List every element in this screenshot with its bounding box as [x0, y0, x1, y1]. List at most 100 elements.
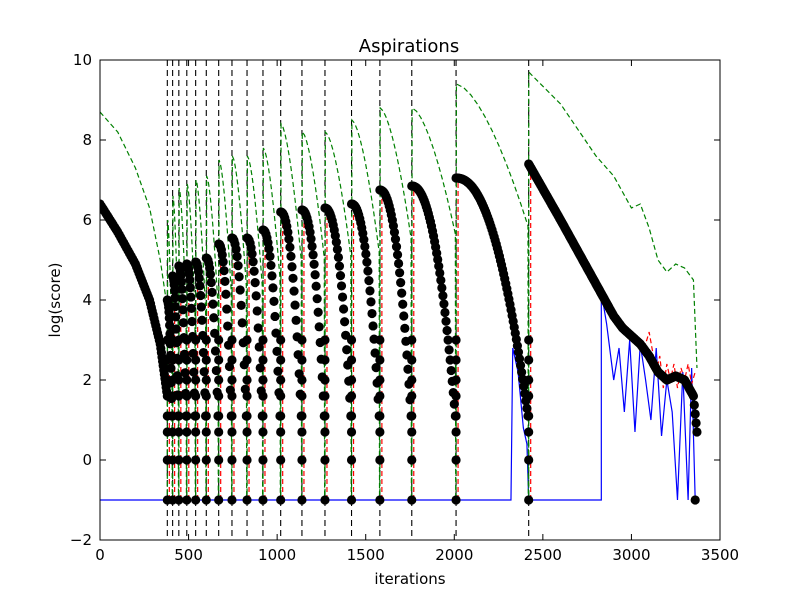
- score-point-346: [312, 294, 322, 304]
- score-point-223: [227, 427, 237, 437]
- score-point-268: [258, 495, 268, 505]
- score-point-157: [191, 375, 201, 385]
- series-aspiration-line: [100, 70, 698, 501]
- score-point-355: [320, 455, 330, 465]
- score-point-238: [236, 300, 246, 310]
- score-point-428: [375, 391, 385, 401]
- score-point-244: [242, 495, 252, 505]
- x-axis-label: iterations: [374, 570, 445, 588]
- score-point-251: [242, 335, 252, 345]
- score-point-144: [186, 292, 196, 302]
- score-point-135: [182, 355, 192, 365]
- score-point-414: [365, 286, 375, 296]
- score-point-215: [222, 304, 232, 314]
- score-point-287: [269, 296, 279, 306]
- score-point-374: [332, 244, 342, 254]
- score-point-249: [242, 375, 252, 385]
- x-tick-label: 500: [174, 546, 203, 564]
- score-point-449: [392, 250, 403, 260]
- score-point-465: [407, 427, 417, 437]
- score-point-211: [218, 257, 228, 267]
- score-point-518: [451, 391, 461, 401]
- y-tick-label: 0: [82, 451, 92, 469]
- score-point-788: [691, 418, 701, 428]
- score-point-361: [320, 335, 330, 345]
- score-point-143: [185, 282, 195, 293]
- score-point-98: [170, 301, 180, 312]
- score-point-394: [346, 355, 357, 365]
- score-point-356: [320, 427, 330, 437]
- score-point-191: [208, 299, 218, 309]
- score-point-450: [393, 258, 404, 269]
- score-point-451: [395, 268, 405, 278]
- score-point-178: [201, 411, 211, 421]
- score-point-342: [308, 250, 318, 260]
- score-point-593: [524, 427, 534, 437]
- score-point-145: [186, 303, 197, 313]
- score-point-222: [227, 455, 237, 465]
- y-axis-label: log(score): [46, 263, 64, 338]
- score-point-326: [297, 411, 307, 421]
- score-point-263: [253, 323, 263, 333]
- x-tick-label: 0: [95, 546, 105, 564]
- score-point-315: [289, 286, 299, 296]
- score-point-299: [276, 375, 286, 385]
- score-point-225: [227, 391, 237, 401]
- x-tick-label: 2500: [524, 546, 562, 564]
- score-point-96: [169, 285, 180, 296]
- score-point-594: [524, 411, 534, 421]
- score-point-520: [451, 355, 461, 365]
- score-point-235: [233, 260, 243, 271]
- score-point-515: [451, 455, 461, 465]
- score-point-134: [182, 375, 192, 385]
- score-point-329: [297, 355, 307, 365]
- score-point-787: [690, 409, 700, 419]
- score-point-420: [371, 363, 381, 373]
- score-point-584: [517, 367, 527, 377]
- score-point-294: [276, 495, 286, 505]
- score-point-376: [334, 261, 345, 271]
- score-point-172: [199, 367, 209, 377]
- score-point-470: [407, 335, 417, 345]
- score-point-246: [242, 427, 252, 437]
- score-point-375: [333, 252, 344, 262]
- score-point-79: [166, 363, 176, 373]
- score-point-521: [451, 335, 461, 345]
- score-point-165: [194, 273, 204, 283]
- score-point-129: [182, 495, 192, 505]
- score-point-393: [346, 375, 357, 385]
- score-point-509: [446, 365, 456, 376]
- score-point-589: [522, 403, 532, 413]
- score-point-430: [375, 355, 385, 365]
- score-point-245: [242, 455, 252, 465]
- score-point-195: [211, 365, 221, 376]
- score-point-323: [297, 495, 307, 505]
- x-tick-label: 3000: [612, 546, 650, 564]
- score-point-448: [391, 242, 402, 252]
- score-point-591: [524, 495, 534, 505]
- score-point-447: [390, 234, 401, 244]
- score-point-130: [182, 455, 192, 465]
- score-point-327: [297, 391, 307, 401]
- score-point-227: [227, 355, 237, 365]
- score-point-234: [232, 251, 242, 262]
- y-tick-label: 6: [82, 211, 92, 229]
- score-point-341: [307, 241, 317, 251]
- score-point-258: [248, 257, 258, 267]
- score-point-247: [242, 411, 252, 421]
- score-point-390: [346, 427, 357, 437]
- score-point-410: [361, 249, 371, 259]
- score-point-340: [306, 234, 316, 244]
- score-point-344: [310, 270, 320, 280]
- score-point-497: [434, 261, 444, 271]
- score-point-132: [182, 411, 192, 421]
- score-point-324: [297, 455, 307, 465]
- y-tick-label: 8: [82, 131, 92, 149]
- score-point-288: [270, 311, 280, 322]
- score-point-347: [313, 307, 323, 317]
- score-point-199: [214, 455, 224, 465]
- score-point-180: [201, 375, 211, 385]
- score-point-119: [176, 276, 187, 287]
- x-tick-label: 1500: [347, 546, 385, 564]
